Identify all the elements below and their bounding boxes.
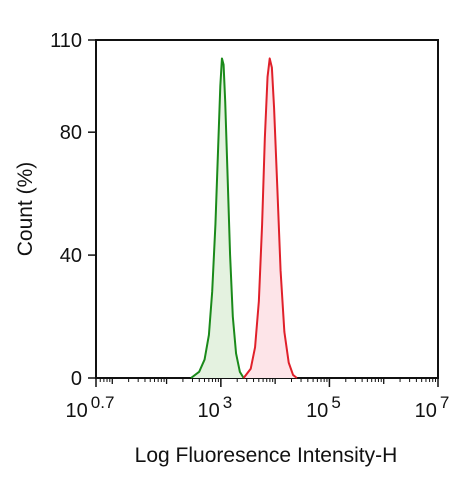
series-2-area [243, 58, 297, 378]
series-1-area [191, 58, 244, 378]
y-tick-label: 0 [71, 368, 82, 390]
x-ticks: 10 0.7 10 3 10 5 10 7 [66, 378, 450, 422]
y-tick-label: 80 [60, 122, 82, 144]
x-tick-label: 10 5 [306, 393, 341, 422]
series-2-line [242, 57, 298, 379]
x-tick-label: 10 7 [415, 393, 450, 422]
y-tick-label: 110 [50, 30, 82, 52]
y-tick-label: 40 [60, 245, 82, 267]
x-tick-label: 10 0.7 [66, 393, 115, 422]
series-1-line [190, 57, 245, 379]
minor-x-ticks [99, 378, 437, 384]
series-layer [190, 57, 298, 379]
x-axis-title: Log Fluoresence Intensity-H [135, 444, 398, 467]
y-ticks: 0 40 80 110 [50, 30, 96, 390]
y-axis-title: Count (%) [14, 162, 37, 257]
x-tick-label: 10 3 [197, 393, 232, 422]
